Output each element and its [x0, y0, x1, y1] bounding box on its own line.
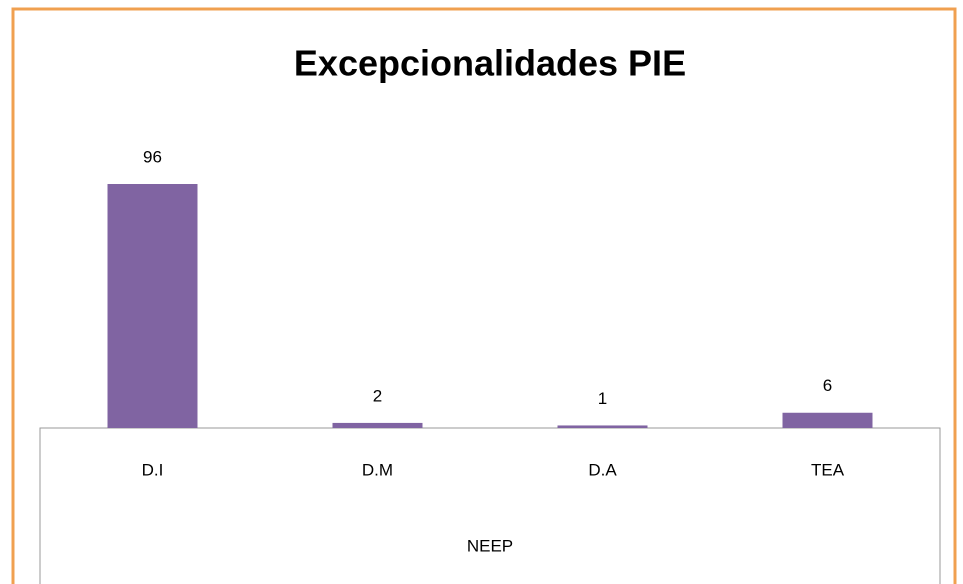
frame — [11, 7, 957, 584]
x-axis-label: NEEP — [467, 536, 513, 555]
x-tick-label: D.I — [142, 460, 164, 479]
plot-frame — [39, 427, 941, 584]
chart-title: Excepcionalidades PIE — [294, 43, 686, 84]
bar — [782, 412, 873, 428]
x-tick-label: D.A — [588, 460, 617, 479]
data-label: 96 — [143, 147, 162, 166]
bar — [107, 184, 198, 428]
data-label: 6 — [823, 376, 832, 395]
data-label: 1 — [598, 389, 607, 408]
x-tick-label: TEA — [811, 460, 845, 479]
bar — [332, 422, 423, 428]
data-label: 2 — [373, 386, 382, 405]
x-tick-label: D.M — [362, 460, 393, 479]
bar — [557, 425, 648, 428]
